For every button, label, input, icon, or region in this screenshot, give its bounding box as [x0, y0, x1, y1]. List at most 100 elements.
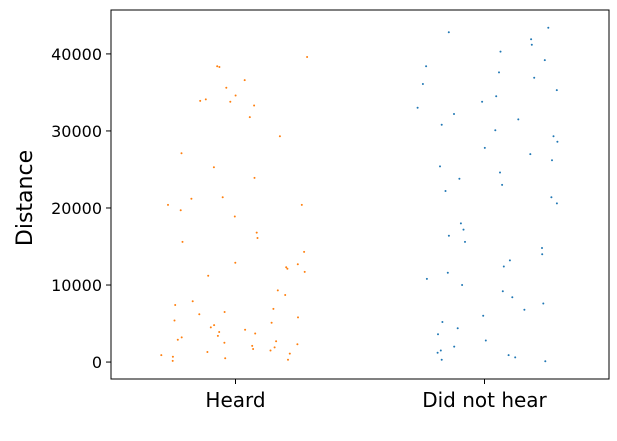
data-point-did-not-hear — [446, 271, 449, 274]
data-point-heard — [303, 250, 306, 253]
data-point-heard — [212, 166, 215, 169]
data-point-did-not-hear — [499, 171, 501, 174]
y-tick-label: 20000 — [51, 199, 102, 218]
x-axis: Heard Did not hear — [205, 379, 548, 412]
data-point-did-not-hear — [440, 123, 443, 126]
data-point-heard — [248, 116, 251, 119]
data-point-heard — [306, 56, 309, 58]
data-point-did-not-hear — [444, 190, 447, 192]
data-point-heard — [206, 351, 209, 353]
data-point-heard — [287, 358, 289, 361]
data-point-did-not-hear — [556, 140, 559, 143]
x-category-label: Did not hear — [422, 388, 547, 412]
data-point-did-not-hear — [494, 129, 497, 132]
data-point-did-not-hear — [530, 38, 533, 41]
data-point-did-not-hear — [551, 159, 553, 162]
data-point-heard — [171, 359, 174, 362]
y-tick-label: 30000 — [51, 122, 102, 141]
data-point-heard — [218, 66, 221, 68]
y-tick-label: 40000 — [51, 45, 102, 64]
data-point-heard — [269, 349, 272, 352]
data-point-did-not-hear — [517, 118, 520, 121]
data-point-did-not-hear — [464, 240, 466, 243]
data-point-did-not-hear — [555, 89, 558, 92]
data-point-did-not-hear — [523, 308, 526, 311]
data-point-heard — [275, 340, 278, 343]
data-point-heard — [223, 341, 226, 344]
data-point-did-not-hear — [502, 265, 505, 268]
data-point-heard — [229, 100, 232, 103]
data-point-heard — [179, 209, 182, 212]
data-point-heard — [216, 334, 219, 337]
data-point-did-not-hear — [462, 228, 465, 231]
data-point-heard — [224, 357, 227, 360]
data-point-did-not-hear — [483, 146, 486, 149]
data-point-did-not-hear — [511, 296, 514, 299]
data-point-heard — [300, 203, 303, 206]
data-point-did-not-hear — [507, 354, 510, 357]
y-tick-label: 0 — [92, 353, 102, 372]
data-point-did-not-hear — [440, 358, 443, 361]
x-category-label: Heard — [205, 388, 265, 412]
data-point-heard — [256, 237, 259, 239]
data-point-did-not-hear — [541, 253, 544, 256]
data-point-did-not-hear — [453, 113, 455, 115]
data-point-did-not-hear — [533, 76, 536, 79]
data-point-heard — [272, 307, 275, 310]
data-point-heard — [167, 203, 169, 206]
data-point-heard — [273, 346, 276, 349]
data-point-heard — [199, 99, 202, 102]
data-point-heard — [204, 98, 207, 101]
data-point-did-not-hear — [550, 196, 553, 199]
data-point-heard — [221, 196, 224, 199]
y-axis-title: Distance — [13, 150, 38, 246]
data-point-did-not-hear — [439, 349, 442, 352]
data-point-did-not-hear — [447, 31, 450, 34]
data-point-did-not-hear — [508, 259, 511, 262]
data-point-heard — [233, 215, 236, 218]
data-point-heard — [296, 263, 299, 266]
data-point-heard — [223, 311, 226, 313]
data-point-did-not-hear — [543, 59, 546, 62]
data-point-did-not-hear — [495, 95, 498, 98]
data-point-heard — [285, 266, 288, 269]
data-point-heard — [216, 65, 219, 68]
data-point-did-not-hear — [425, 277, 428, 280]
points-layer — [160, 26, 559, 363]
data-point-heard — [284, 294, 287, 296]
plot-frame — [110, 9, 610, 380]
y-axis: 0 10000 20000 30000 40000 — [51, 45, 111, 372]
data-point-heard — [171, 355, 174, 358]
data-point-heard — [218, 331, 221, 333]
data-point-did-not-hear — [514, 356, 517, 359]
data-point-did-not-hear — [501, 183, 504, 186]
data-point-heard — [278, 135, 281, 138]
data-point-heard — [173, 319, 176, 322]
data-point-heard — [213, 324, 216, 327]
data-point-did-not-hear — [416, 106, 419, 109]
data-point-did-not-hear — [530, 43, 533, 46]
data-point-heard — [225, 86, 228, 89]
data-point-heard — [244, 328, 247, 331]
data-point-heard — [160, 354, 163, 357]
data-point-did-not-hear — [436, 351, 439, 354]
data-point-did-not-hear — [482, 314, 485, 317]
data-point-heard — [234, 94, 237, 97]
data-point-heard — [276, 289, 279, 292]
data-point-heard — [190, 197, 193, 200]
data-point-heard — [180, 152, 183, 155]
data-point-heard — [251, 344, 254, 347]
data-point-did-not-hear — [542, 302, 545, 305]
data-point-heard — [174, 304, 177, 306]
data-point-heard — [288, 352, 291, 355]
data-point-heard — [176, 338, 179, 341]
data-point-did-not-hear — [453, 345, 456, 348]
data-point-did-not-hear — [484, 339, 487, 342]
data-point-did-not-hear — [529, 153, 532, 156]
data-point-did-not-hear — [481, 100, 484, 103]
data-point-did-not-hear — [439, 165, 441, 168]
data-point-did-not-hear — [547, 26, 550, 29]
data-point-did-not-hear — [421, 83, 424, 85]
data-point-heard — [255, 231, 258, 234]
data-point-heard — [270, 321, 273, 324]
